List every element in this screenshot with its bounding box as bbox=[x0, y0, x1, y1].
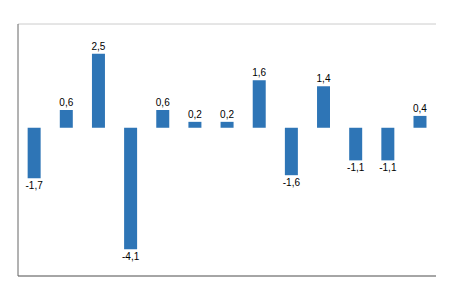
svg-text:2,5: 2,5 bbox=[92, 41, 106, 52]
svg-text:-1,7: -1,7 bbox=[26, 180, 44, 191]
svg-text:1,4: 1,4 bbox=[317, 73, 331, 84]
svg-text:0,2: 0,2 bbox=[188, 109, 202, 120]
svg-text:-1,1: -1,1 bbox=[379, 162, 397, 173]
svg-text:0,6: 0,6 bbox=[156, 97, 170, 108]
svg-text:-1,6: -1,6 bbox=[283, 177, 301, 188]
svg-text:-1,1: -1,1 bbox=[347, 162, 365, 173]
svg-text:-4,1: -4,1 bbox=[122, 251, 140, 262]
svg-text:0,4: 0,4 bbox=[413, 103, 427, 114]
svg-text:0,2: 0,2 bbox=[220, 109, 234, 120]
svg-text:1,6: 1,6 bbox=[252, 67, 266, 78]
svg-text:0,6: 0,6 bbox=[59, 97, 73, 108]
